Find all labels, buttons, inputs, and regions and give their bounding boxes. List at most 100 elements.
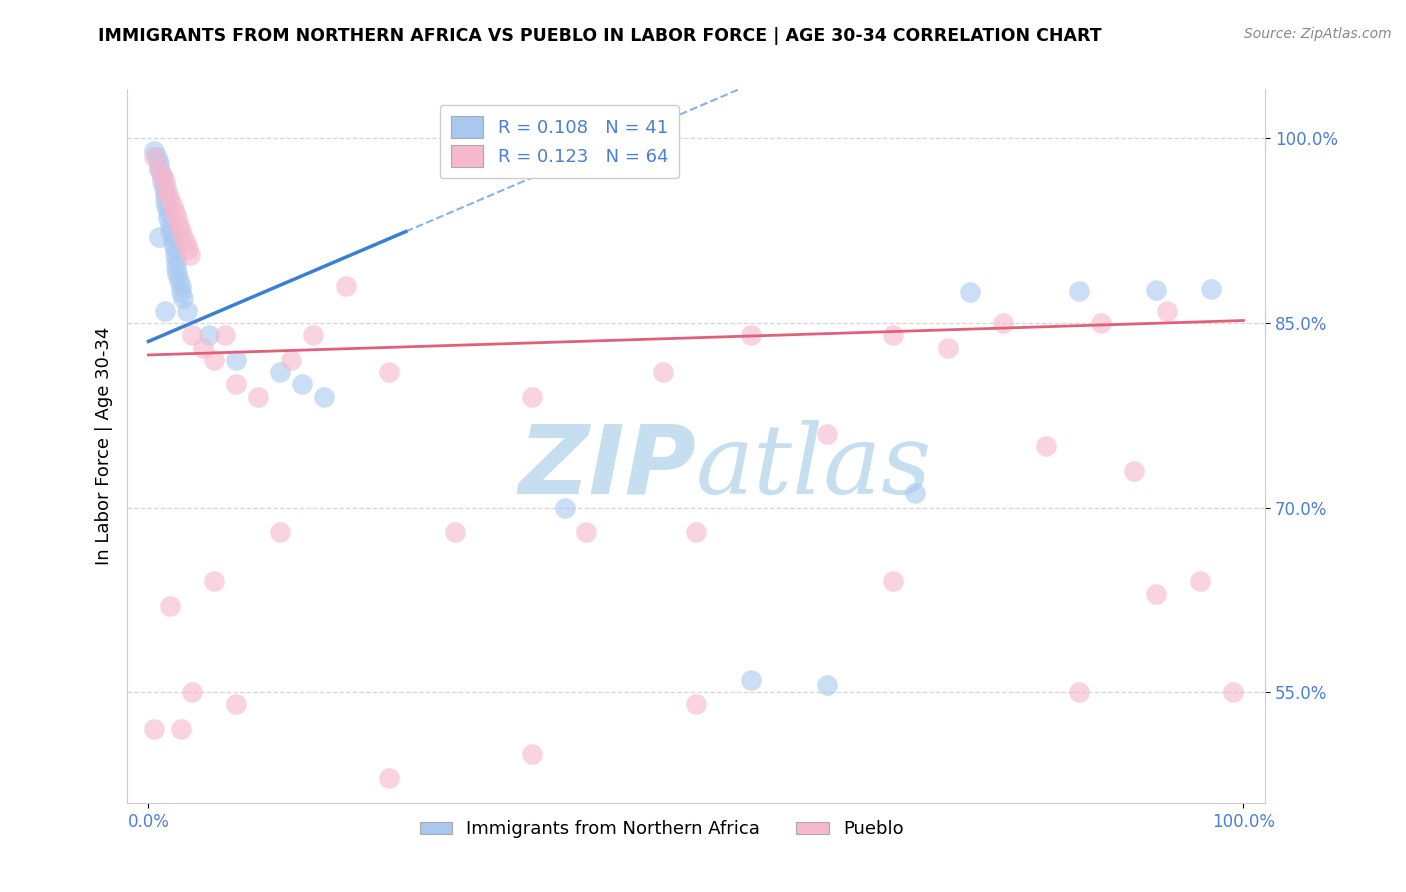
- Point: [378, 771, 401, 785]
- Point: [165, 254, 187, 268]
- Point: [1144, 587, 1167, 601]
- Point: [312, 390, 335, 404]
- Point: [1069, 284, 1091, 298]
- Point: [1188, 574, 1211, 589]
- Point: [291, 377, 314, 392]
- Point: [142, 722, 165, 736]
- Point: [520, 390, 543, 404]
- Point: [174, 235, 197, 250]
- Point: [159, 599, 181, 613]
- Point: [148, 156, 170, 170]
- Point: [172, 230, 194, 244]
- Point: [904, 485, 927, 500]
- Point: [142, 144, 165, 158]
- Point: [163, 242, 186, 256]
- Point: [1123, 464, 1146, 478]
- Point: [162, 199, 184, 213]
- Point: [815, 426, 838, 441]
- Point: [148, 230, 170, 244]
- Point: [1222, 685, 1244, 699]
- Point: [882, 328, 904, 343]
- Point: [193, 341, 215, 355]
- Legend: Immigrants from Northern Africa, Pueblo: Immigrants from Northern Africa, Pueblo: [411, 811, 912, 847]
- Point: [740, 673, 762, 687]
- Point: [202, 352, 225, 367]
- Text: IMMIGRANTS FROM NORTHERN AFRICA VS PUEBLO IN LABOR FORCE | AGE 30-34 CORRELATION: IMMIGRANTS FROM NORTHERN AFRICA VS PUEBL…: [98, 27, 1102, 45]
- Point: [155, 180, 177, 194]
- Point: [162, 235, 184, 250]
- Point: [162, 230, 184, 244]
- Point: [163, 205, 186, 219]
- Point: [170, 285, 193, 300]
- Point: [170, 722, 193, 736]
- Point: [153, 303, 176, 318]
- Point: [685, 525, 707, 540]
- Point: [1069, 685, 1091, 699]
- Point: [152, 180, 174, 194]
- Point: [150, 174, 173, 188]
- Y-axis label: In Labor Force | Age 30-34: In Labor Force | Age 30-34: [94, 326, 112, 566]
- Point: [146, 150, 169, 164]
- Point: [167, 218, 190, 232]
- Point: [685, 698, 707, 712]
- Point: [181, 328, 204, 343]
- Point: [172, 291, 194, 305]
- Point: [959, 285, 981, 300]
- Point: [740, 328, 762, 343]
- Point: [159, 218, 181, 232]
- Point: [301, 328, 323, 343]
- Point: [159, 193, 181, 207]
- Point: [176, 303, 198, 318]
- Point: [148, 162, 170, 177]
- Point: [246, 390, 269, 404]
- Point: [142, 150, 165, 164]
- Point: [150, 169, 173, 183]
- Point: [936, 341, 959, 355]
- Point: [554, 500, 576, 515]
- Point: [652, 365, 675, 379]
- Point: [179, 248, 201, 262]
- Point: [1090, 316, 1112, 330]
- Point: [214, 328, 236, 343]
- Text: atlas: atlas: [696, 420, 932, 515]
- Point: [197, 328, 219, 343]
- Point: [280, 352, 302, 367]
- Point: [882, 574, 904, 589]
- Point: [575, 525, 598, 540]
- Point: [155, 199, 177, 213]
- Point: [202, 574, 225, 589]
- Point: [225, 377, 247, 392]
- Point: [153, 174, 176, 188]
- Point: [1199, 281, 1222, 295]
- Point: [166, 267, 188, 281]
- Point: [165, 260, 187, 275]
- Point: [991, 316, 1014, 330]
- Point: [150, 169, 173, 183]
- Point: [166, 211, 188, 226]
- Point: [225, 698, 247, 712]
- Point: [153, 193, 176, 207]
- Point: [157, 211, 180, 226]
- Point: [177, 242, 200, 256]
- Point: [181, 685, 204, 699]
- Point: [1035, 439, 1057, 453]
- Point: [378, 365, 401, 379]
- Point: [1144, 283, 1167, 297]
- Point: [157, 186, 180, 201]
- Point: [170, 279, 193, 293]
- Point: [157, 205, 180, 219]
- Point: [1156, 303, 1178, 318]
- Point: [444, 525, 467, 540]
- Point: [269, 525, 291, 540]
- Point: [148, 162, 170, 177]
- Point: [520, 747, 543, 761]
- Point: [170, 224, 193, 238]
- Point: [167, 273, 190, 287]
- Point: [225, 352, 247, 367]
- Point: [159, 224, 181, 238]
- Point: [153, 186, 176, 201]
- Text: Source: ZipAtlas.com: Source: ZipAtlas.com: [1244, 27, 1392, 41]
- Point: [815, 678, 838, 692]
- Point: [163, 248, 186, 262]
- Text: ZIP: ZIP: [517, 421, 696, 514]
